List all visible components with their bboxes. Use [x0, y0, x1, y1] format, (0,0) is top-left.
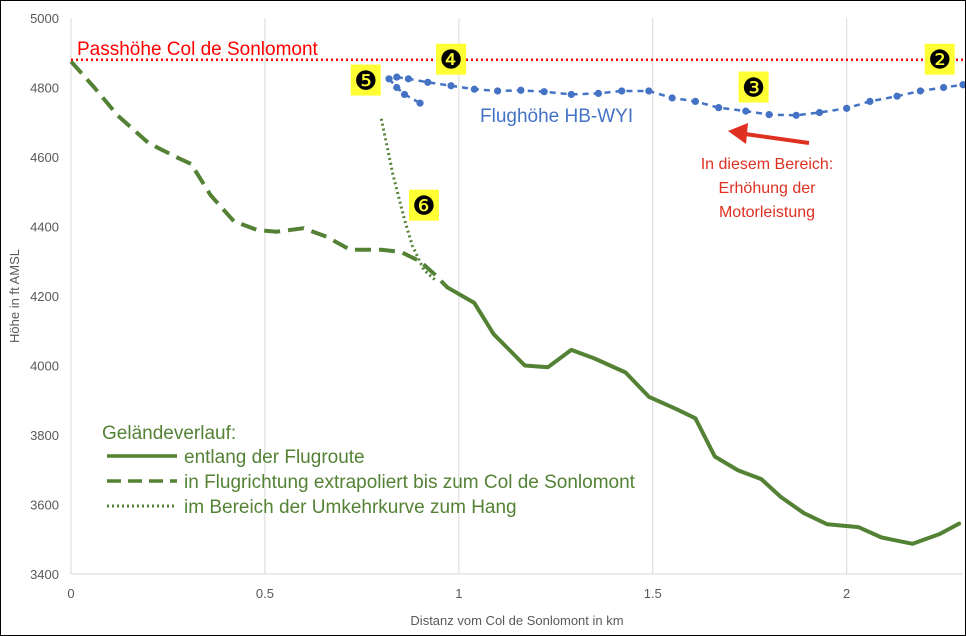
y-tick-label: 3400	[30, 567, 59, 582]
data-point-flight_main	[567, 90, 575, 99]
data-point-flight_main	[404, 75, 413, 83]
y-tick-label: 4200	[30, 289, 59, 304]
y-tick-label: 4400	[30, 220, 59, 235]
legend-title: Geländeverlauf:	[102, 423, 236, 444]
y-tick-label: 5000	[30, 11, 59, 26]
data-point-flight_main	[893, 92, 901, 100]
data-point-flight_main	[645, 87, 653, 95]
flight-altitude-label: Flughöhe HB-WYI	[480, 106, 633, 127]
engine-note-line: Motorleistung	[719, 204, 815, 221]
data-point-flight_main	[742, 107, 750, 115]
data-point-flight_main	[765, 111, 773, 119]
x-tick-label: 0	[67, 586, 74, 601]
y-tick-label: 3800	[30, 428, 59, 443]
pass-height-label: Passhöhe Col de Sonlomont	[77, 39, 319, 60]
marker-box	[408, 189, 439, 221]
legend-label-terrain_extrapolated: in Flugrichtung extrapoliert bis zum Col…	[184, 472, 636, 493]
data-point-flight_main	[959, 81, 965, 89]
legend-label-terrain_turn: im Bereich der Umkehrkurve zum Hang	[184, 497, 517, 518]
data-point-flight_turn	[416, 99, 424, 107]
marker-label: ❹	[439, 46, 462, 76]
data-point-flight_main	[668, 94, 676, 102]
x-tick-label: 2	[843, 586, 850, 601]
data-point-flight_main	[517, 86, 525, 94]
x-axis-title: Distanz vom Col de Sonlomont in km	[410, 613, 623, 628]
data-point-flight_main	[393, 73, 401, 81]
engine-note-line: In diesem Bereich:	[701, 156, 834, 173]
marker-box	[436, 43, 467, 75]
data-point-flight_main	[470, 85, 478, 93]
marker-label: ❷	[928, 46, 951, 76]
arrow-shaft	[744, 132, 810, 145]
x-tick-label: 0.5	[256, 586, 274, 601]
marker-label: ❺	[354, 67, 377, 97]
marker-label: ❻	[412, 192, 435, 222]
data-point-flight_main	[691, 97, 700, 105]
data-point-flight_main	[447, 82, 455, 90]
data-point-flight_main	[715, 104, 723, 112]
series-line-terrain_extrapolated	[69, 60, 449, 289]
data-point-flight_main	[866, 97, 874, 105]
data-point-flight_main	[916, 87, 924, 95]
engine-note-line: Erhöhung der	[719, 180, 817, 197]
x-tick-label: 1	[455, 586, 462, 601]
y-tick-label: 4600	[30, 150, 59, 165]
y-tick-label: 4000	[30, 359, 59, 374]
marker-box	[924, 43, 955, 75]
x-tick-label: 1.5	[644, 586, 662, 601]
data-point-flight_main	[815, 108, 824, 117]
series-line-flight_turn	[388, 77, 421, 105]
data-point-flight_main	[792, 111, 800, 119]
marker-box	[738, 71, 769, 103]
legend-label-terrain_route: entlang der Flugroute	[184, 447, 365, 468]
data-point-flight_main	[494, 87, 502, 95]
data-point-flight_turn	[400, 90, 409, 99]
series-line-terrain_turn	[379, 118, 437, 282]
data-point-flight_main	[594, 89, 603, 98]
marker-box	[350, 64, 381, 96]
data-point-flight_main	[424, 78, 432, 86]
y-tick-label: 3600	[30, 498, 59, 513]
marker-label: ❸	[742, 74, 765, 104]
series-line-terrain_route	[445, 285, 962, 546]
y-tick-label: 4800	[30, 81, 59, 96]
y-axis-title: Höhe in ft AMSL	[7, 249, 22, 343]
data-point-flight_main	[540, 88, 548, 96]
data-point-flight_main	[940, 83, 948, 92]
arrow-head	[728, 123, 748, 144]
data-point-flight_main	[843, 104, 851, 112]
data-point-flight_turn	[385, 75, 393, 83]
data-point-flight_turn	[393, 83, 401, 92]
data-point-flight_main	[618, 87, 626, 95]
